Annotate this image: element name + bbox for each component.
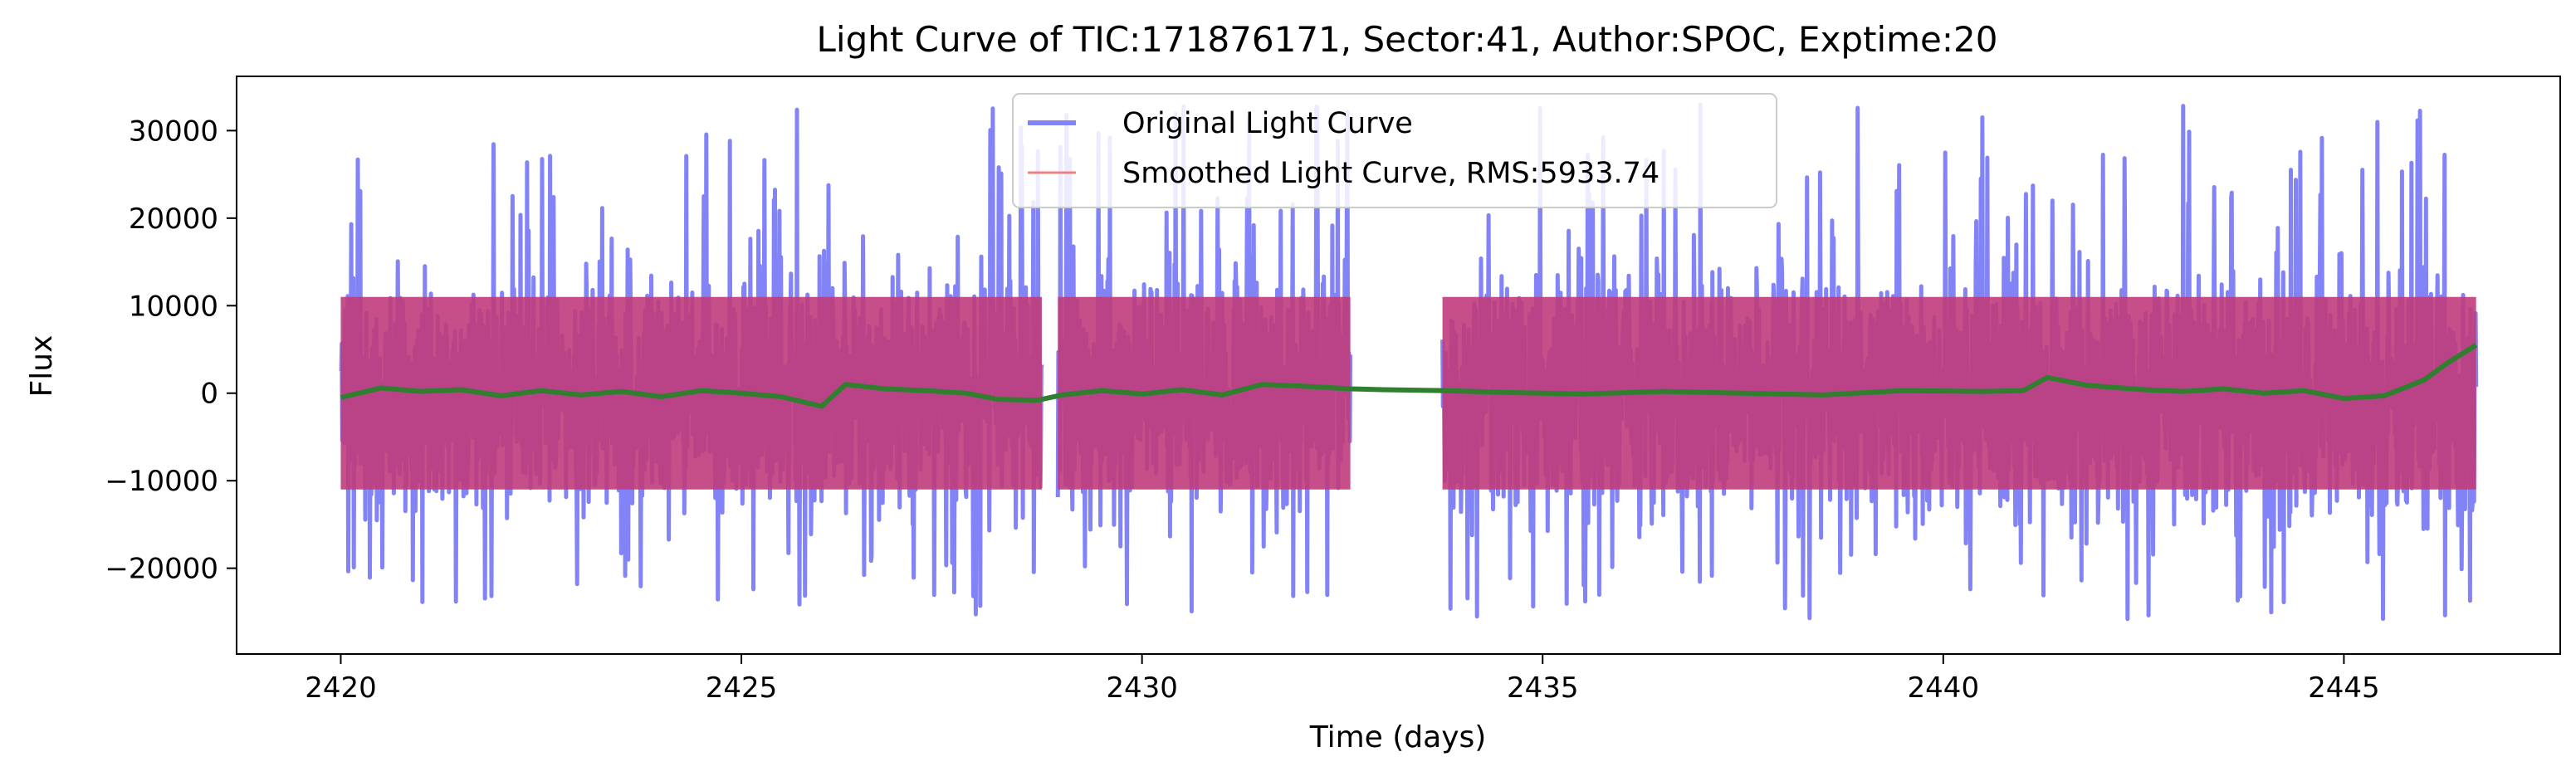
axis-ticks: 2420 2425 2430 2435 2440 2445 −20000 −10000 0 100… [105,115,2379,705]
x-axis-label: Time (days) [1309,720,1487,754]
x-tick-label: 2430 [1106,671,1178,705]
x-tick-label: 2420 [305,671,377,705]
y-axis-label: Flux [25,335,59,398]
legend: Original Light Curve Smoothed Light Curv… [1012,93,1777,208]
y-tick-label: 30000 [129,115,218,148]
plot-frame [236,76,2561,655]
x-tick-label: 2425 [706,671,778,705]
y-tick-label: 10000 [129,290,218,323]
y-tick-label: −20000 [105,553,218,586]
legend-label-original: Original Light Curve [1122,107,1413,140]
legend-label-smoothed: Smoothed Light Curve, RMS:5933.74 [1122,157,1659,190]
x-tick-label: 2435 [1507,671,1579,705]
y-tick-label: −10000 [105,465,218,498]
chart-title: Light Curve of TIC:171876171, Sector:41,… [817,19,1998,60]
series-trend [340,343,2478,409]
x-tick-label: 2445 [2308,671,2380,705]
y-tick-label: 20000 [129,203,218,236]
x-tick-label: 2440 [1908,671,1980,705]
plot-data-layer [339,102,2479,622]
y-tick-label: 0 [200,378,218,411]
legend-box [1012,93,1777,208]
